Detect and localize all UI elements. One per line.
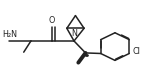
Text: N: N [71,29,77,38]
Text: O: O [49,16,55,25]
Text: H₂N: H₂N [2,30,17,40]
Text: Cl: Cl [132,48,140,56]
